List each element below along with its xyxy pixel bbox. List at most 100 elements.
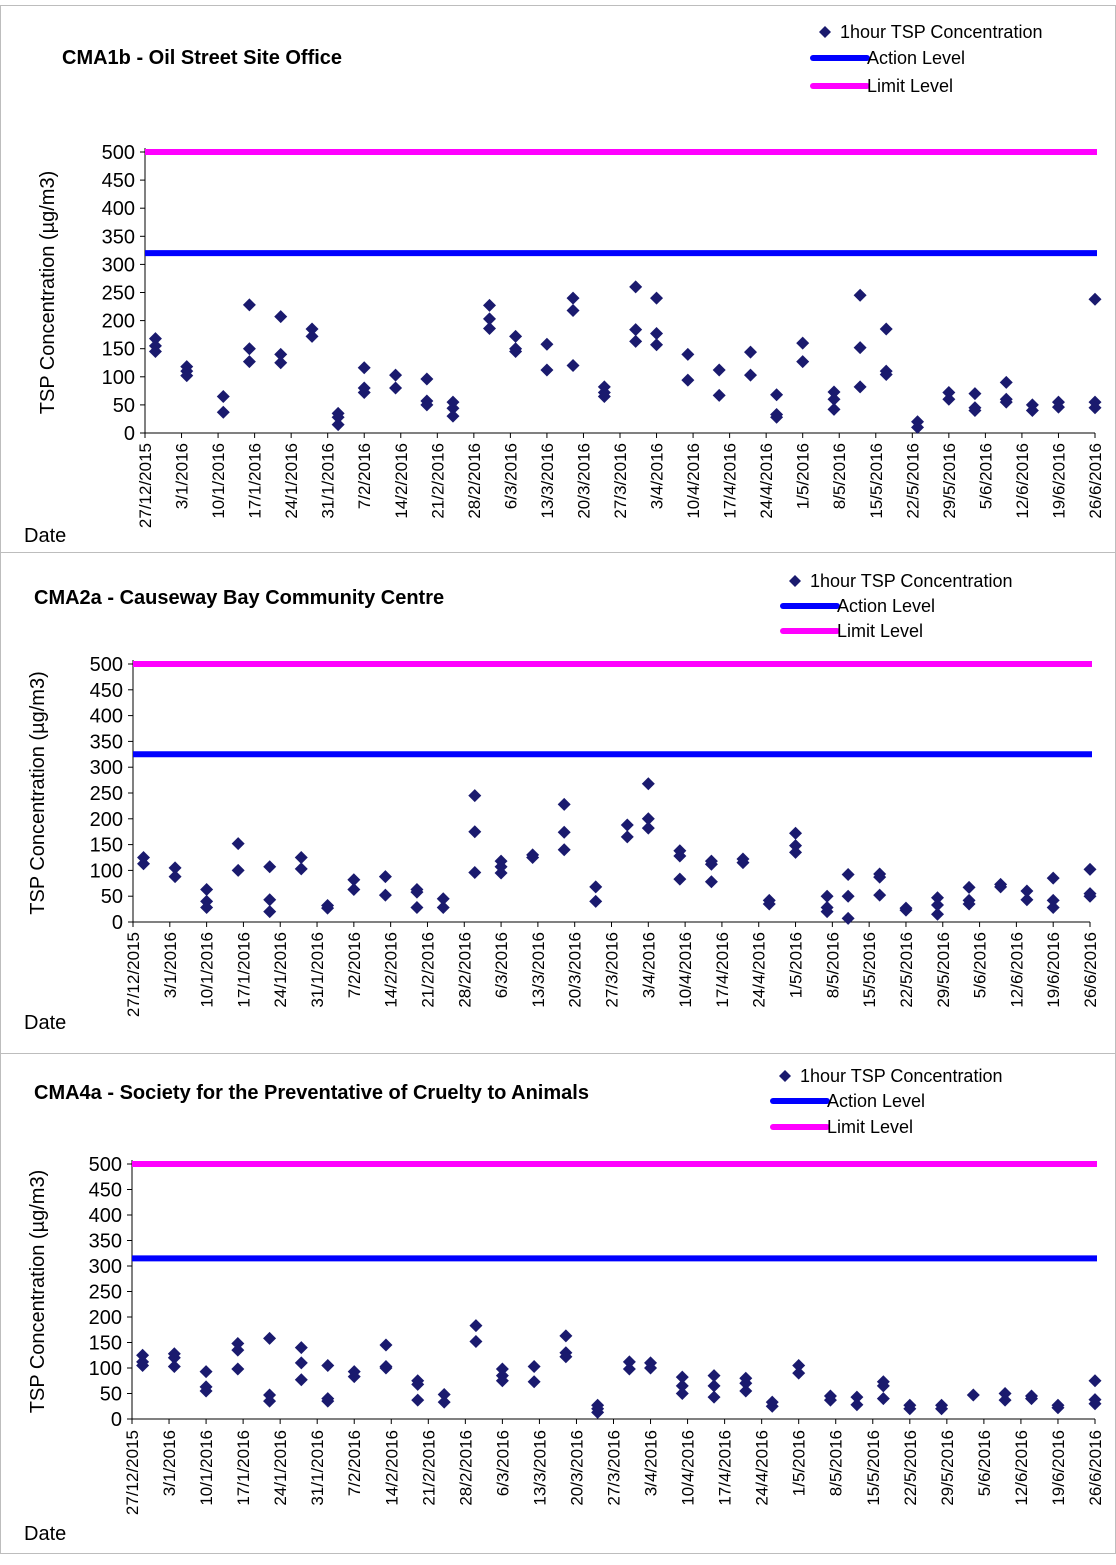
- data-point: [841, 911, 855, 925]
- data-point: [622, 1355, 636, 1369]
- data-point: [495, 1374, 509, 1388]
- data-point: [263, 1394, 277, 1408]
- data-point: [469, 1319, 483, 1333]
- x-tick-label: 10/1/2016: [198, 932, 217, 1008]
- data-point: [589, 894, 603, 908]
- x-tick-label: 13/3/2016: [538, 443, 557, 519]
- data-point: [998, 1387, 1012, 1400]
- data-point: [168, 861, 182, 875]
- x-tick-label: 13/3/2016: [529, 932, 548, 1008]
- x-tick-label: 19/6/2016: [1049, 443, 1068, 519]
- data-point: [242, 342, 256, 356]
- x-tick-label: 17/4/2016: [716, 1430, 735, 1506]
- data-point: [200, 901, 214, 915]
- data-point: [820, 905, 834, 919]
- data-point: [321, 901, 335, 915]
- legend-marker-icon: [819, 26, 831, 38]
- x-tick-label: 26/6/2016: [1086, 443, 1105, 519]
- data-point: [148, 345, 162, 359]
- x-tick-label: 26/6/2016: [1086, 1430, 1105, 1506]
- data-point: [379, 1361, 393, 1375]
- x-tick-label: 31/1/2016: [308, 932, 327, 1008]
- data-point: [739, 1384, 753, 1398]
- data-point: [216, 405, 230, 419]
- y-tick-label: 250: [102, 283, 135, 305]
- data-point: [899, 903, 913, 917]
- data-point: [1083, 862, 1097, 876]
- data-point: [389, 381, 403, 395]
- x-tick-label: 6/3/2016: [492, 932, 511, 998]
- data-point: [331, 410, 345, 424]
- data-point: [770, 388, 784, 402]
- x-tick-label: 7/2/2016: [345, 1430, 364, 1496]
- data-point: [853, 288, 867, 302]
- data-point: [673, 849, 687, 863]
- x-tick-label: 12/6/2016: [1007, 932, 1026, 1008]
- data-point: [231, 863, 245, 877]
- x-tick-label: 1/5/2016: [790, 1430, 809, 1496]
- data-point: [378, 888, 392, 902]
- legend: 1hour TSP Concentration Action Level Limit…: [780, 571, 1012, 641]
- data-point: [566, 291, 580, 305]
- x-tick-label: 26/6/2016: [1081, 932, 1100, 1008]
- data-point: [167, 1351, 181, 1365]
- x-tick-label: 3/4/2016: [639, 932, 658, 998]
- y-axis-label: TSP Concentration (µg/m3): [37, 171, 59, 414]
- y-tick-label: 250: [89, 1282, 122, 1304]
- data-point: [1025, 404, 1039, 418]
- x-tick-label: 17/1/2016: [234, 932, 253, 1008]
- y-tick-label: 300: [89, 1256, 122, 1278]
- x-tick-label: 28/2/2016: [455, 932, 474, 1008]
- data-point: [994, 880, 1008, 894]
- x-tick-label: 19/6/2016: [1044, 932, 1063, 1008]
- chart-title: CMA1b - Oil Street Site Office: [62, 47, 342, 69]
- data-point: [999, 375, 1013, 389]
- y-tick-label: 500: [102, 142, 135, 164]
- y-tick-label: 0: [111, 1409, 122, 1431]
- x-tick-label: 6/3/2016: [501, 443, 520, 509]
- data-point: [968, 404, 982, 418]
- data-point: [841, 868, 855, 882]
- x-tick-label: 10/4/2016: [676, 932, 695, 1008]
- data-point: [148, 332, 162, 346]
- data-point: [347, 1370, 361, 1384]
- data-point: [765, 1399, 779, 1413]
- data-point: [294, 1341, 308, 1355]
- data-point: [1020, 884, 1034, 898]
- y-tick-label: 300: [90, 757, 123, 779]
- x-tick-label: 17/4/2016: [721, 443, 740, 519]
- data-point: [305, 322, 319, 336]
- x-tick-label: 15/5/2016: [867, 443, 886, 519]
- data-point: [242, 298, 256, 312]
- data-point: [347, 882, 361, 896]
- data-point: [468, 825, 482, 839]
- y-tick-label: 400: [90, 706, 123, 728]
- data-point: [591, 1405, 605, 1419]
- data-point: [629, 334, 643, 348]
- x-tick-label: 21/2/2016: [418, 932, 437, 1008]
- data-point: [999, 395, 1013, 409]
- y-axis-label: TSP Concentration (µg/m3): [27, 1170, 49, 1413]
- x-tick-label: 27/3/2016: [611, 443, 630, 519]
- data-point: [410, 885, 424, 899]
- data-point: [641, 821, 655, 835]
- data-point: [294, 851, 308, 864]
- x-tick-label: 19/6/2016: [1049, 1430, 1068, 1506]
- data-point: [216, 389, 230, 403]
- data-point: [242, 355, 256, 369]
- chart-title: CMA2a - Causeway Bay Community Centre: [34, 587, 444, 609]
- x-tick-label: 17/1/2016: [246, 443, 265, 519]
- data-point: [770, 410, 784, 424]
- x-tick-label: 8/5/2016: [830, 443, 849, 509]
- y-tick-label: 0: [112, 912, 123, 934]
- data-points: [148, 280, 1102, 434]
- x-tick-label: 24/4/2016: [753, 1430, 772, 1506]
- data-point: [931, 907, 945, 921]
- data-point: [850, 1390, 864, 1404]
- data-points: [137, 777, 1097, 925]
- data-point: [650, 291, 664, 305]
- x-tick-label: 8/5/2016: [827, 1430, 846, 1496]
- x-tick-label: 12/6/2016: [1012, 1430, 1031, 1506]
- x-tick-label: 12/6/2016: [1013, 443, 1032, 519]
